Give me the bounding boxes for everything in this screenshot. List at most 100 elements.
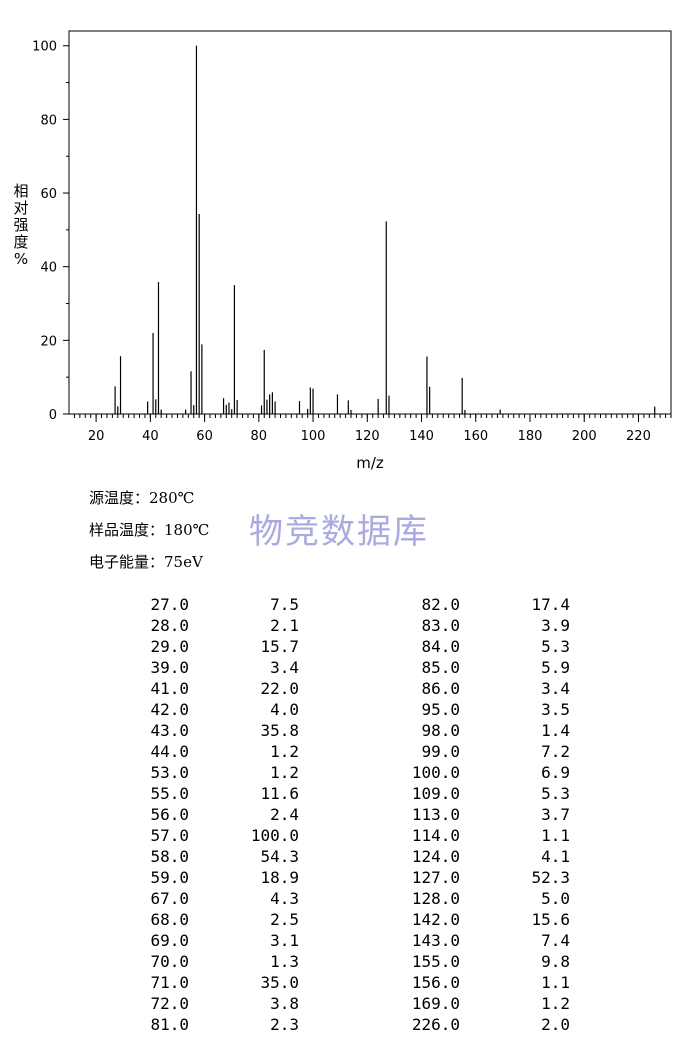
peak-intensity: 5.0	[541, 889, 570, 908]
peak-mz: 68.0	[150, 910, 189, 929]
table-row: 57.0 100.0 114.0 1.1	[0, 825, 696, 846]
table-row: 55.0 11.6 109.0 5.3	[0, 783, 696, 804]
peak-intensity: 35.8	[260, 721, 299, 740]
peak-intensity: 3.4	[270, 658, 299, 677]
peak-intensity: 7.5	[270, 595, 299, 614]
table-row: 67.0 4.3 128.0 5.0	[0, 888, 696, 909]
x-tick-label: 20	[88, 429, 105, 444]
peak-mz: 82.0	[421, 595, 460, 614]
peak-intensity: 1.1	[541, 826, 570, 845]
peak-intensity: 11.6	[260, 784, 299, 803]
x-tick-label: 120	[355, 429, 380, 444]
x-tick-label: 60	[196, 429, 213, 444]
peak-mz: 72.0	[150, 994, 189, 1013]
peak-mz: 113.0	[411, 805, 460, 824]
table-row: 72.0 3.8 169.0 1.2	[0, 993, 696, 1014]
table-row: 39.0 3.4 85.0 5.9	[0, 657, 696, 678]
x-tick-label: 80	[251, 429, 268, 444]
peak-intensity: 9.8	[541, 952, 570, 971]
peak-intensity: 5.3	[541, 637, 570, 656]
y-tick-label: 80	[40, 113, 57, 128]
peak-intensity: 6.9	[541, 763, 570, 782]
peak-intensity: 7.4	[541, 931, 570, 950]
peak-intensity: 1.1	[541, 973, 570, 992]
source-temperature: 源温度：280℃	[89, 489, 195, 507]
peak-mz: 44.0	[150, 742, 189, 761]
electron-energy: 电子能量：75eV	[89, 553, 203, 571]
table-row: 56.0 2.4 113.0 3.7	[0, 804, 696, 825]
peak-intensity: 3.7	[541, 805, 570, 824]
peak-intensity: 3.5	[541, 700, 570, 719]
peak-mz: 85.0	[421, 658, 460, 677]
table-row: 29.0 15.7 84.0 5.3	[0, 636, 696, 657]
x-tick-label: 220	[626, 429, 651, 444]
peak-mz: 128.0	[411, 889, 460, 908]
peak-mz: 41.0	[150, 679, 189, 698]
peak-mz: 59.0	[150, 868, 189, 887]
peak-intensity: 52.3	[531, 868, 570, 887]
x-tick-label: 40	[142, 429, 159, 444]
peak-intensity: 15.6	[531, 910, 570, 929]
peak-intensity: 1.2	[541, 994, 570, 1013]
peak-intensity: 3.1	[270, 931, 299, 950]
x-tick-label: 180	[518, 429, 543, 444]
peak-intensity: 2.0	[541, 1015, 570, 1034]
peak-intensity: 3.4	[541, 679, 570, 698]
peak-mz: 169.0	[411, 994, 460, 1013]
peak-mz: 124.0	[411, 847, 460, 866]
peak-intensity: 2.4	[270, 805, 299, 824]
table-row: 53.0 1.2 100.0 6.9	[0, 762, 696, 783]
peak-mz: 56.0	[150, 805, 189, 824]
peak-intensity: 4.0	[270, 700, 299, 719]
x-axis-ticks: 20 40 60 80 100 120 140 160 180 200 220	[88, 414, 651, 444]
peak-intensity: 7.2	[541, 742, 570, 761]
peak-mz: 142.0	[411, 910, 460, 929]
table-row: 28.0 2.1 83.0 3.9	[0, 615, 696, 636]
peak-intensity: 35.0	[260, 973, 299, 992]
peak-intensity: 54.3	[260, 847, 299, 866]
table-row: 27.0 7.5 82.0 17.4	[0, 594, 696, 615]
y-axis-ticks: 0 20 40 60 80 100	[32, 40, 69, 423]
peak-intensity: 5.3	[541, 784, 570, 803]
peak-mz: 226.0	[411, 1015, 460, 1034]
peak-intensity: 5.9	[541, 658, 570, 677]
y-tick-label: 100	[32, 40, 57, 55]
peak-intensity: 1.2	[270, 742, 299, 761]
peak-intensity: 2.5	[270, 910, 299, 929]
table-row: 81.0 2.3 226.0 2.0	[0, 1014, 696, 1035]
peak-mz: 70.0	[150, 952, 189, 971]
peak-mz: 42.0	[150, 700, 189, 719]
peak-intensity: 18.9	[260, 868, 299, 887]
peak-mz: 83.0	[421, 616, 460, 635]
x-tick-label: 100	[301, 429, 326, 444]
peak-intensity: 1.2	[270, 763, 299, 782]
y-axis-title: 相 对 强 度 %	[13, 182, 29, 268]
peak-mz: 67.0	[150, 889, 189, 908]
peak-mz: 69.0	[150, 931, 189, 950]
watermark: 物竞数据库	[249, 512, 429, 552]
peak-mz: 109.0	[411, 784, 460, 803]
y-tick-label: 20	[40, 334, 57, 349]
y-tick-label: 40	[40, 261, 57, 276]
peak-mz: 39.0	[150, 658, 189, 677]
peak-intensity: 3.8	[270, 994, 299, 1013]
peak-mz: 155.0	[411, 952, 460, 971]
sample-temperature: 样品温度：180℃	[89, 521, 210, 539]
y-tick-label: 0	[49, 408, 57, 423]
peak-mz: 27.0	[150, 595, 189, 614]
x-tick-label: 140	[409, 429, 434, 444]
peak-mz: 84.0	[421, 637, 460, 656]
peak-intensity: 15.7	[260, 637, 299, 656]
table-row: 69.0 3.1 143.0 7.4	[0, 930, 696, 951]
peak-intensity: 17.4	[531, 595, 570, 614]
peak-intensity: 22.0	[260, 679, 299, 698]
y-tick-label: 60	[40, 187, 57, 202]
x-axis-title: m/z	[356, 454, 384, 472]
mass-spectrum-chart: 20 40 60 80 100 120 140 160 180 200 220 0 20 40 60 80 1…	[32, 30, 672, 472]
x-tick-label: 160	[463, 429, 488, 444]
peak-intensity: 4.3	[270, 889, 299, 908]
peak-mz: 53.0	[150, 763, 189, 782]
peak-mz: 86.0	[421, 679, 460, 698]
table-row: 68.0 2.5 142.0 15.6	[0, 909, 696, 930]
table-row: 44.0 1.2 99.0 7.2	[0, 741, 696, 762]
